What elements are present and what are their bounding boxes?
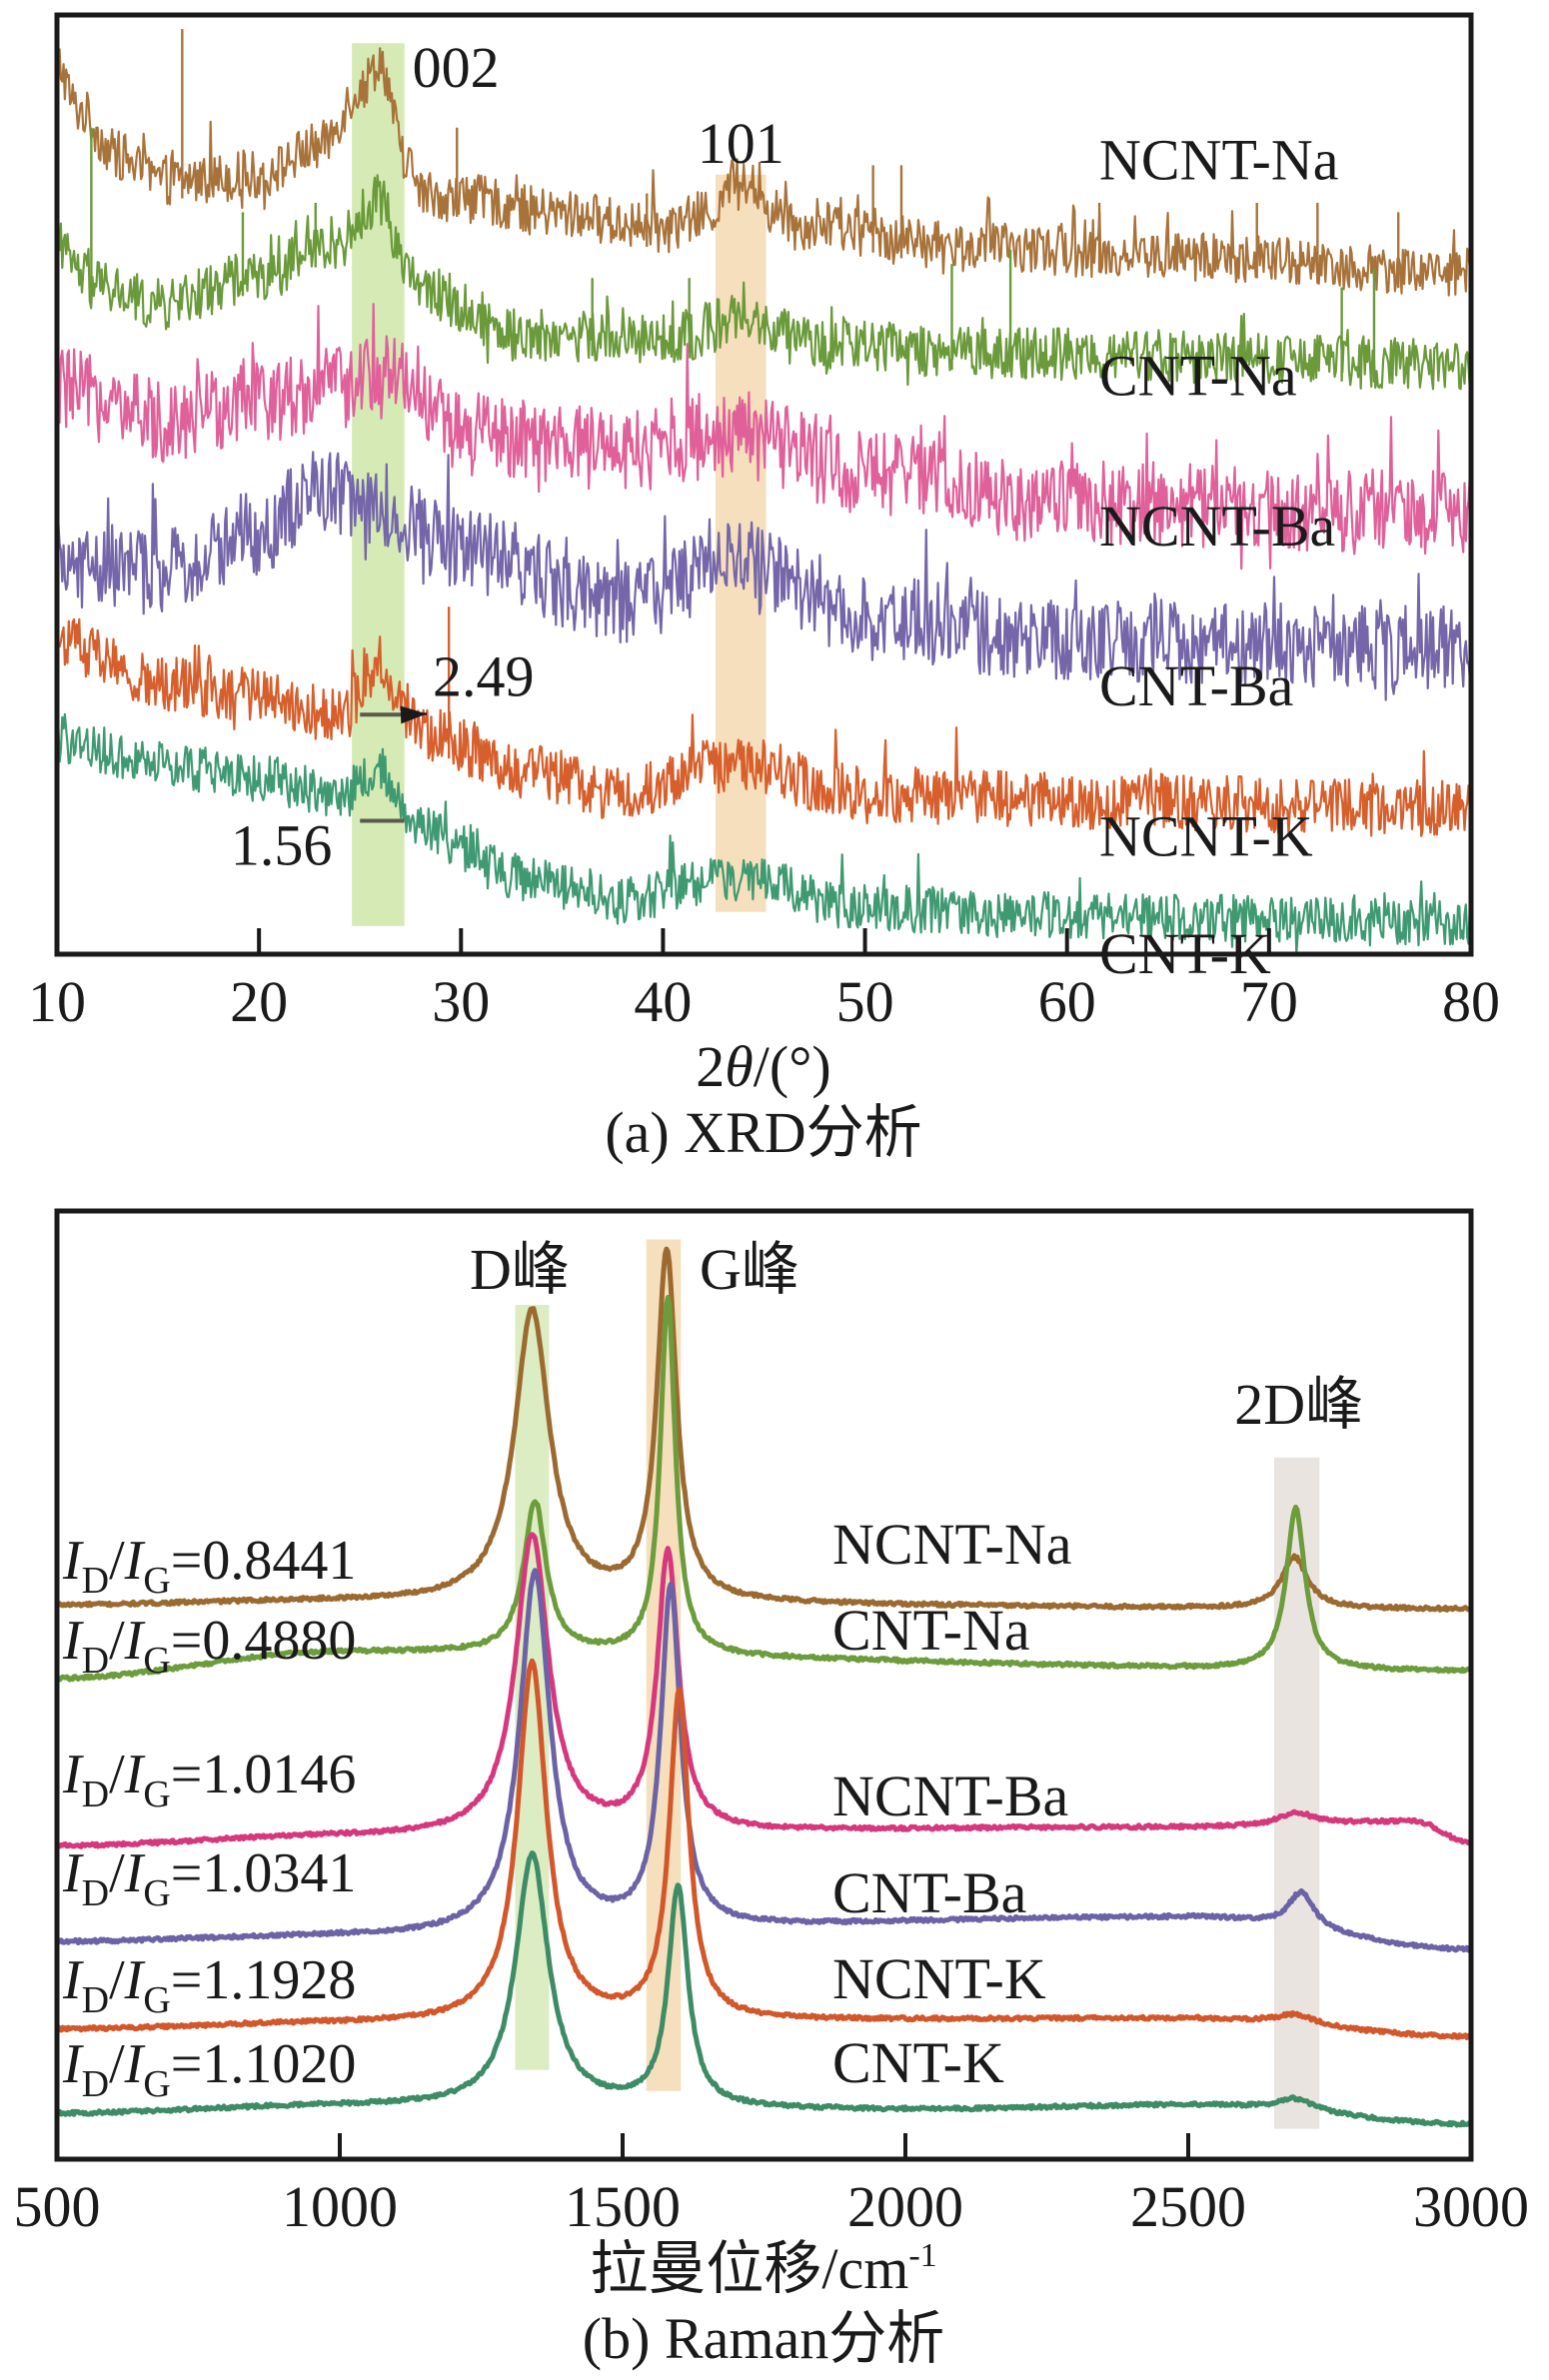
raman-tick-label: 1500 (565, 2174, 681, 2239)
raman-x-axis-title: 拉曼位移/cm-1 (590, 2236, 936, 2301)
ratio-label-ncnt-na: ID/IG=0.8441 (62, 1530, 356, 1602)
xrd-tick-label: 40 (634, 969, 692, 1034)
xrd-annotations: 002 101 2.49 1.56 (231, 35, 784, 878)
xrd-x-ticks: 10 20 30 40 50 60 70 80 (28, 928, 1500, 1034)
raman-caption: (b) Raman分析 (583, 2306, 944, 2371)
xrd-tick-label: 10 (28, 969, 86, 1034)
xrd-tick-label: 30 (432, 969, 490, 1034)
raman-label-cnt-k: CNT-K (832, 2030, 1004, 2095)
raman-band-label-g: G峰 (700, 1237, 799, 1302)
raman-tick-label: 2000 (847, 2174, 963, 2239)
xrd-series-ncnt-na (56, 47, 1471, 297)
raman-series-cnt-k (55, 1850, 1473, 2128)
raman-tick-label: 3000 (1413, 2174, 1529, 2239)
raman-series-ncnt-k (54, 1658, 1473, 2040)
raman-band-label-d: D峰 (470, 1237, 570, 1302)
raman-x-ticks: 500 1000 1500 2000 2500 3000 (14, 2133, 1529, 2239)
xrd-tick-label: 20 (230, 969, 288, 1034)
raman-chart: 500 1000 1500 2000 2500 3000 D峰 G峰 2D峰 NCNT-Na CN… (14, 1208, 1529, 2371)
xrd-series-group (55, 29, 1471, 955)
ratio-label-cnt-k: ID/IG=1.1020 (62, 2033, 356, 2105)
xrd-label-ncnt-na: NCNT-Na (1099, 128, 1339, 193)
raman-label-cnt-ba: CNT-Ba (832, 1860, 1026, 1925)
raman-tick-label: 2500 (1130, 2174, 1246, 2239)
raman-label-ncnt-ba: NCNT-Ba (832, 1764, 1068, 1828)
xrd-tick-label: 60 (1038, 969, 1096, 1034)
ratio-label-cnt-ba: ID/IG=1.0341 (62, 1842, 356, 1914)
raman-ratio-labels: ID/IG=0.8441 ID/IG=0.4880 ID/IG=1.0146 ID/I… (62, 1530, 356, 2105)
xrd-series-ncnt-ba (55, 303, 1471, 571)
ratio-label-cnt-na: ID/IG=0.4880 (62, 1610, 356, 1682)
xrd-plot-frame (54, 12, 1474, 957)
raman-series-ncnt-na (55, 1246, 1474, 1613)
raman-label-ncnt-na: NCNT-Na (832, 1512, 1072, 1577)
ratio-label-ncnt-ba: ID/IG=1.0146 (62, 1744, 356, 1815)
raman-plot-frame (54, 1208, 1474, 2162)
xrd-band-label-002: 002 (413, 35, 500, 100)
raman-band-label-2d: 2D峰 (1234, 1372, 1363, 1437)
xrd-x-axis-title: 2θ/(°) (696, 1034, 830, 1099)
ratio-label-ncnt-k: ID/IG=1.1928 (62, 1949, 356, 2021)
raman-tick-label: 500 (14, 2174, 101, 2239)
fwhm-value-ncnt-k: 2.49 (433, 644, 535, 709)
xrd-chart: 002 101 2.49 1.56 10 20 30 40 50 60 70 80 NCNT-Na C… (28, 12, 1500, 1165)
xrd-series-labels: NCNT-Na CNT-Na NCNT-Ba CNT-Ba NCNT-K CNT-K (1099, 128, 1339, 986)
raman-series-ncnt-ba (55, 1532, 1473, 1849)
xrd-label-cnt-k: CNT-K (1099, 921, 1271, 986)
raman-series-group (54, 1246, 1474, 2128)
xrd-tick-label: 50 (836, 969, 894, 1034)
xrd-band-label-101: 101 (698, 111, 784, 176)
arrow-head-icon (400, 705, 427, 724)
xrd-label-cnt-na: CNT-Na (1099, 344, 1297, 409)
xrd-caption: (a) XRD分析 (605, 1100, 921, 1165)
xrd-series-ncnt-k (55, 617, 1471, 837)
xrd-label-cnt-ba: CNT-Ba (1099, 653, 1293, 718)
raman-series-cnt-na (55, 1295, 1473, 1683)
raman-series-cnt-ba (55, 1568, 1473, 1953)
xrd-label-ncnt-ba: NCNT-Ba (1099, 494, 1335, 559)
xrd-series-cnt-k (55, 712, 1471, 955)
raman-tick-label: 1000 (282, 2174, 398, 2239)
xrd-tick-label: 80 (1442, 969, 1500, 1034)
raman-series-labels: D峰 G峰 2D峰 NCNT-Na CNT-Na NCNT-Ba CNT-Ba NCNT-K C… (470, 1237, 1363, 2095)
xrd-series-cnt-ba (55, 451, 1471, 701)
xrd-tick-label: 70 (1240, 969, 1298, 1034)
xrd-series-cnt-na (55, 174, 1471, 391)
fwhm-value-cnt-k: 1.56 (231, 813, 332, 878)
raman-label-cnt-na: CNT-Na (832, 1598, 1030, 1663)
xrd-label-ncnt-k: NCNT-K (1099, 803, 1313, 868)
raman-label-ncnt-k: NCNT-K (832, 1946, 1046, 2011)
